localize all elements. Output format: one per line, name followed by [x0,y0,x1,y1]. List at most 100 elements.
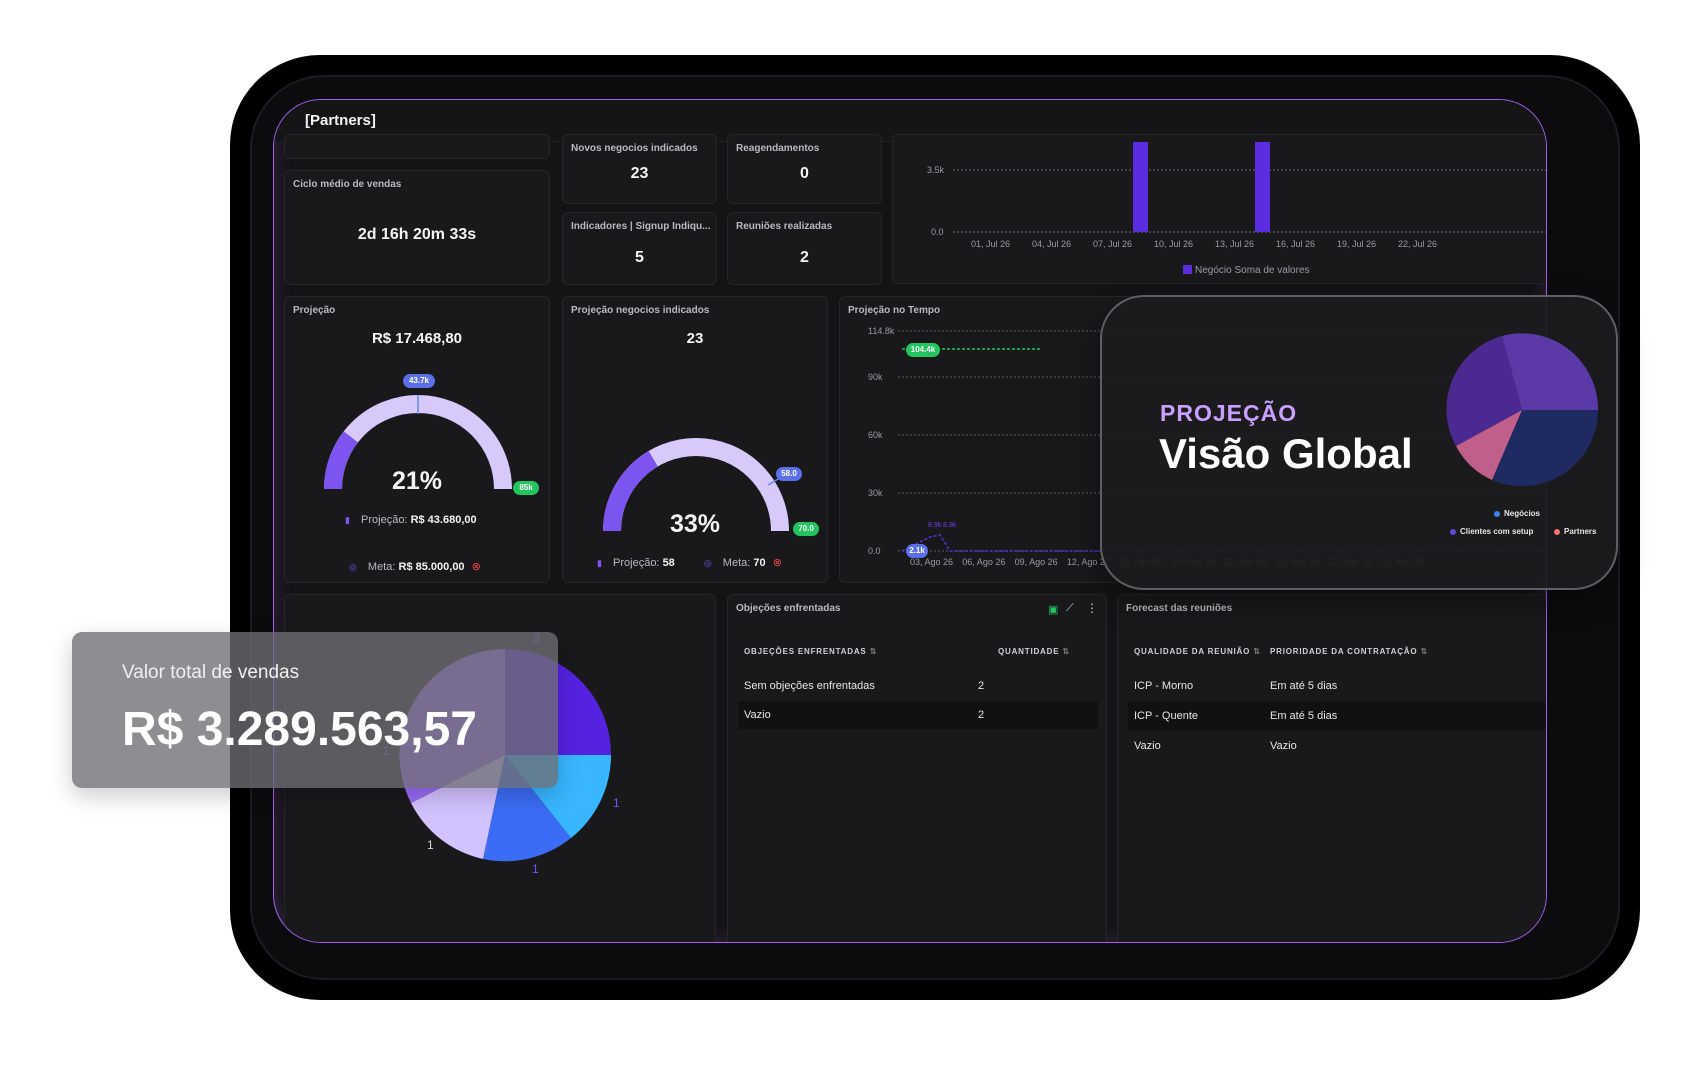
projecao-card: Projeção R$ 17.468,80 43.7k 85k 21% ▮ Pr… [284,296,550,583]
pie-slice [1492,410,1599,487]
gauge-marker-pill: 43.7k [403,374,435,388]
forecast-card: Forecast das reuniões QUALIDADE DA REUNI… [1117,594,1546,942]
objecoes-card: Objeções enfrentadas ▣ ⟋ ⋮ OBJEÇÕES ENFR… [727,594,1107,942]
target-icon: ◎ [349,562,357,572]
y-tick: 114.8k [868,326,895,336]
sort-icon: ⇅ [1062,647,1070,656]
small-data-labels: 8.9k 8.9k [928,522,957,529]
kpi-label: Reagendamentos [736,143,820,154]
kpi-label: Ciclo médio de vendas [293,179,402,190]
sort-icon: ⇅ [1253,647,1261,656]
proj-label: Projeção: [361,514,408,526]
table-row[interactable]: Sem objeções enfrentadas 2 [738,672,1098,700]
legend-swatch [1183,265,1192,274]
kpi-card-ciclo: Ciclo médio de vendas 2d 16h 20m 33s [284,170,550,285]
col-header[interactable]: PRIORIDADE DA CONTRATAÇÃO ⇅ [1270,647,1428,656]
y-tick: 0.0 [868,546,881,556]
vendas-value: R$ 3.289.563,57 [122,703,477,756]
x-tick: 10, Jul 26 [1154,239,1193,249]
pie-slice [1446,336,1522,446]
kpi-value: 0 [800,165,809,182]
x-tick: 07, Jul 26 [1093,239,1132,249]
projecao-neg-value: 23 [686,330,704,347]
x-tick: 09, Ago 26 [1015,557,1058,567]
y-tick: 30k [868,488,883,498]
vendas-label: Valor total de vendas [122,662,300,683]
vendas-total-overlay: Valor total de vendas R$ 3.289.563,57 [72,632,558,788]
projecao-neg-gauge [603,438,789,532]
bar-chart-icon: ▮ [597,558,602,568]
app-title: [Partners] [305,112,376,129]
legend-dot [1494,510,1500,517]
gauge-end-pill: 70.0 [793,522,819,536]
kpi-value: 5 [635,249,644,266]
kpi-card-reunioes: Reuniões realizadas 2 [727,212,882,285]
y-tick: 90k [868,372,883,382]
x-tick: 04, Jul 26 [1032,239,1071,249]
cell: Vazio [1134,740,1161,752]
cell: Vazio [1270,740,1297,752]
close-circle-icon[interactable]: ⊗ [772,557,782,569]
meta-value: 70 [753,557,766,569]
pie-slice [1502,333,1599,410]
proj-value: R$ 43.680,00 [410,514,477,526]
chart-pill-top: 104.4k [906,343,940,357]
bar [1133,142,1148,232]
projecao-value: R$ 17.468,80 [371,330,463,347]
gauge-percent: 33% [669,510,721,538]
card-label: Objeções enfrentadas [736,603,841,614]
legend-item: Negócios [1494,509,1540,518]
kpi-card-novos: Novos negocios indicados 23 [562,134,717,204]
legend-item: Clientes com setup [1450,527,1533,536]
col-header[interactable]: QUANTIDADE ⇅ [998,647,1070,656]
x-tick: 01, Jul 26 [971,239,1010,249]
legend-dot [1554,528,1560,535]
target-icon: ◎ [703,558,712,568]
x-tick: 22, Jul 26 [1398,239,1437,249]
table-row[interactable]: Vazio Vazio [1128,732,1546,760]
table-row[interactable]: ICP - Quente Em até 5 dias [1128,702,1546,730]
x-tick: 13, Jul 26 [1215,239,1254,249]
kpi-card-partial [284,134,550,159]
kpi-card-reag: Reagendamentos 0 [727,134,882,204]
cell: 2 [978,709,985,721]
x-tick: 19, Jul 26 [1337,239,1376,249]
proj-label: Projeção: [613,557,660,569]
kpi-label: Reuniões realizadas [736,221,833,232]
kpi-value: 23 [630,165,649,182]
table-row[interactable]: ICP - Morno Em até 5 dias [1128,672,1546,700]
kpi-value: 2 [800,249,809,266]
calendar-icon[interactable]: ▣ [1048,604,1059,616]
legend-dot [1450,528,1456,535]
table-row[interactable]: Vazio 2 [738,701,1098,729]
col-header[interactable]: OBJEÇÕES ENFRENTADAS ⇅ [744,647,878,656]
top-bar-chart-card: 3.5k 0.0 01, Jul 26 04, Jul 26 07, Jul 26 1… [892,134,1546,284]
y-tick: 0.0 [931,227,944,237]
y-tick: 3.5k [927,165,945,175]
projecao-line: ▮ Projeção: R$ 43.680,00 [345,514,477,526]
more-vertical-icon[interactable]: ⋮ [1086,601,1098,615]
cell: ICP - Quente [1134,710,1198,722]
bar [1255,142,1270,232]
line-chart-icon[interactable]: ⟋ [1066,602,1074,614]
cell: 2 [978,680,985,692]
pie-label: 1 [427,838,434,852]
y-tick: 60k [868,430,883,440]
overlay-headline: Visão Global [1159,430,1413,477]
meta-label: Meta: [367,561,396,573]
pie-slice [1456,410,1522,480]
col-header[interactable]: QUALIDADE DA REUNIÃO ⇅ [1134,647,1261,656]
card-label: Projeção no Tempo [848,305,941,316]
legend-label: Negócio Soma de valores [1195,265,1310,276]
cell: ICP - Morno [1134,680,1194,692]
meta-value: R$ 85.000,00 [398,561,465,573]
kpi-value: 2d 16h 20m 33s [357,226,477,243]
projecao-gauge [324,395,512,490]
x-tick: 12, Ago 26 [1067,557,1110,567]
cell: Sem objeções enfrentadas [744,680,875,692]
kpi-card-indicadores: Indicadores | Signup Indiqu... 5 [562,212,717,285]
overlay-pie-chart [1446,333,1599,487]
close-circle-icon[interactable]: ⊗ [471,561,481,573]
card-label: Projeção negocios indicados [571,305,710,316]
card-label: Projeção [293,305,336,316]
